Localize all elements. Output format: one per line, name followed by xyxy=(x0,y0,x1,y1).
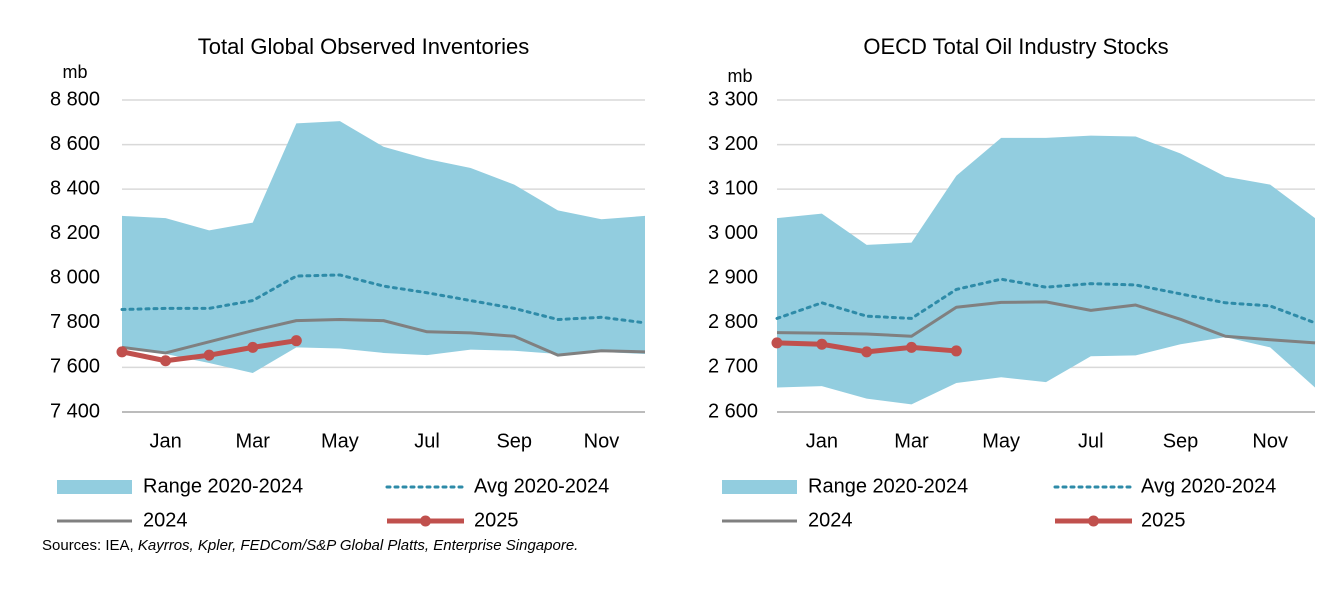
legend-swatch xyxy=(57,480,132,494)
sources-italic: Kayrros, Kpler, FEDCom/S&P Global Platts… xyxy=(137,537,579,554)
chart-title: OECD Total Oil Industry Stocks xyxy=(863,34,1168,59)
x-tick-label: May xyxy=(321,430,359,452)
y-tick-label: 7 800 xyxy=(50,311,100,333)
series-marker xyxy=(203,349,215,361)
series-line xyxy=(775,277,1317,325)
series-marker xyxy=(290,335,302,347)
y-tick-label: 3 000 xyxy=(708,222,758,244)
legend-label: Avg 2020-2024 xyxy=(474,475,609,497)
series-marker xyxy=(771,337,783,349)
series-line xyxy=(121,318,646,357)
x-tick-label: Jul xyxy=(414,430,440,452)
legend-label: Range 2020-2024 xyxy=(808,475,968,497)
legend-marker xyxy=(420,515,431,527)
y-tick-label: 8 600 xyxy=(50,133,100,155)
range-area xyxy=(122,121,645,374)
y-tick-label: 2 700 xyxy=(708,356,758,378)
legend-label: 2025 xyxy=(1141,509,1186,531)
legend-label: 2024 xyxy=(143,509,188,531)
y-tick-label: 7 400 xyxy=(50,400,100,422)
sources-plain: Sources: IEA, xyxy=(42,537,138,554)
y-tick-label: 8 400 xyxy=(50,177,100,199)
legend-swatch xyxy=(722,480,797,494)
y-tick-label: 7 600 xyxy=(50,356,100,378)
x-tick-label: Nov xyxy=(1252,430,1288,452)
y-tick-label: 8 200 xyxy=(50,222,100,244)
series-marker xyxy=(816,338,828,350)
series-line xyxy=(776,300,1316,345)
legend-marker xyxy=(1088,515,1099,527)
sources: Sources: IEA, Kayrros, Kpler, FEDCom/S&P… xyxy=(42,536,622,555)
series-marker xyxy=(116,346,128,358)
series-marker xyxy=(950,345,962,357)
legend-label: 2025 xyxy=(474,509,519,531)
legend-label: 2024 xyxy=(808,509,853,531)
y-tick-label: 2 600 xyxy=(708,400,758,422)
x-tick-label: Sep xyxy=(496,430,532,452)
chart-title: Total Global Observed Inventories xyxy=(198,34,529,59)
y-axis-label: mb xyxy=(62,62,87,82)
series-marker xyxy=(247,341,259,353)
legend-label: Range 2020-2024 xyxy=(143,475,303,497)
legend-label: Avg 2020-2024 xyxy=(1141,475,1276,497)
y-tick-label: 3 200 xyxy=(708,133,758,155)
y-tick-label: 3 300 xyxy=(708,88,758,110)
y-tick-label: 8 000 xyxy=(50,267,100,289)
y-tick-label: 8 800 xyxy=(50,88,100,110)
x-tick-label: Jul xyxy=(1078,430,1104,452)
x-tick-label: May xyxy=(982,430,1020,452)
x-tick-label: Mar xyxy=(236,430,271,452)
x-tick-label: Sep xyxy=(1163,430,1199,452)
series-marker xyxy=(906,341,917,353)
x-tick-label: Jan xyxy=(806,430,838,452)
y-tick-label: 2 800 xyxy=(708,311,758,333)
y-axis-label: mb xyxy=(727,66,752,86)
series-marker xyxy=(160,355,172,367)
y-tick-label: 3 100 xyxy=(708,177,758,199)
x-tick-label: Jan xyxy=(149,430,181,452)
x-tick-label: Mar xyxy=(894,430,929,452)
range-area xyxy=(777,135,1315,405)
x-tick-label: Nov xyxy=(584,430,620,452)
series-line xyxy=(120,273,647,325)
y-tick-label: 2 900 xyxy=(708,267,758,289)
series-marker xyxy=(861,346,873,358)
